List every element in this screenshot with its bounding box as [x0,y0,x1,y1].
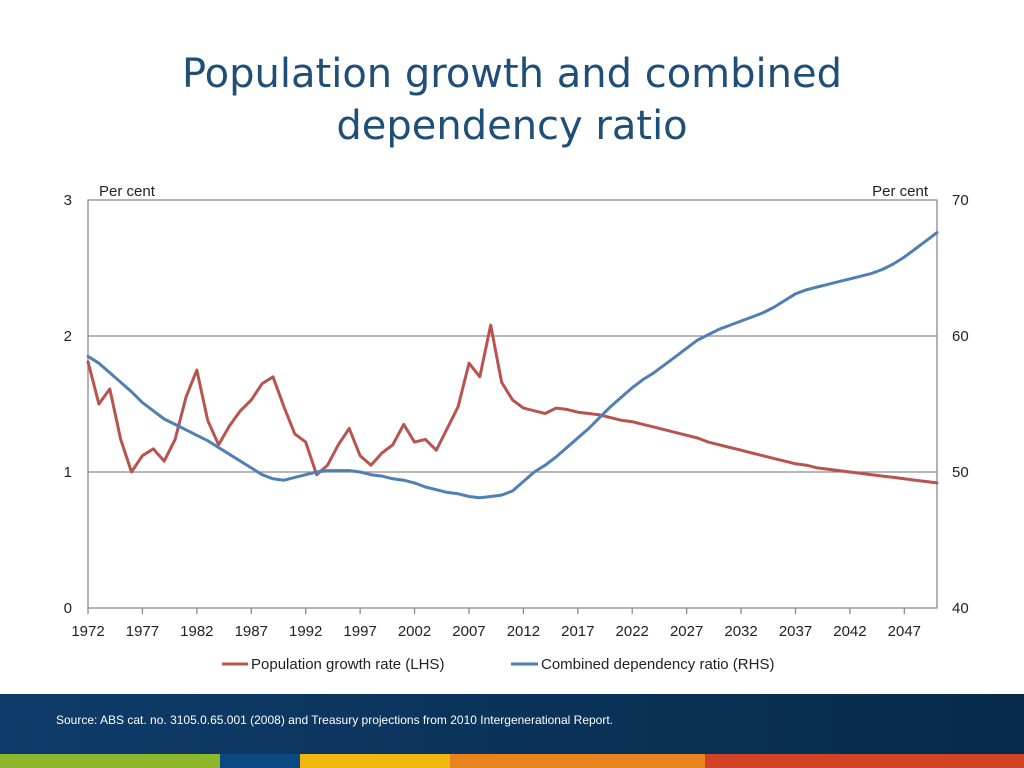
series-line-population-growth [86,323,939,485]
stripe-blue [220,754,300,768]
y-left-tick-label: 1 [64,464,72,481]
x-tick-label: 1982 [180,623,213,640]
legend-label-population-growth: Population growth rate (LHS) [251,656,444,673]
stripe-orange [450,754,705,768]
x-tick-label: 2037 [779,623,812,640]
y-left-unit-label: Per cent [99,183,156,200]
y-right-tick-label: 60 [952,328,969,345]
x-tick-label: 2002 [398,623,431,640]
y-left-tick-label: 0 [64,600,72,617]
stripe-green [0,754,220,768]
stripe-yellow [300,754,450,768]
x-tick-label: 2047 [888,623,921,640]
stripe-red [705,754,1024,768]
x-tick-label: 1997 [343,623,376,640]
x-tick-label: 1992 [289,623,322,640]
y-left-tick-label: 2 [64,328,72,345]
footer-bar: Source: ABS cat. no. 3105.0.65.001 (2008… [0,694,1024,754]
y-right-tick-label: 40 [952,600,969,617]
slide-title: Population growth and combined dependenc… [112,48,912,152]
x-tick-label: 2022 [616,623,649,640]
line-chart: 0 1 2 3 40 50 60 70 Per cent Per cent 1972 1977 1982… [64,183,969,673]
x-tick-label: 1987 [235,623,268,640]
x-tick-label: 2012 [507,623,540,640]
slide-title-line-2: dependency ratio [336,103,688,149]
slide-title-line-1: Population growth and combined [181,51,843,97]
y-left-tick-label: 3 [64,192,72,209]
x-tick-label: 2042 [833,623,866,640]
x-tick-label: 2007 [452,623,485,640]
source-note: Source: ABS cat. no. 3105.0.65.001 (2008… [56,713,614,727]
x-tick-label: 1972 [71,623,104,640]
y-right-unit-label: Per cent [872,183,929,200]
x-tick-label: 2027 [670,623,703,640]
y-right-tick-label: 70 [952,192,969,209]
x-tick-label: 2032 [724,623,757,640]
x-tick-label: 2017 [561,623,594,640]
x-tick-label: 1977 [126,623,159,640]
series-line-dependency-ratio [86,231,939,500]
y-right-tick-label: 50 [952,464,969,481]
legend-label-dependency-ratio: Combined dependency ratio (RHS) [541,656,774,673]
plot-frame [87,199,938,609]
